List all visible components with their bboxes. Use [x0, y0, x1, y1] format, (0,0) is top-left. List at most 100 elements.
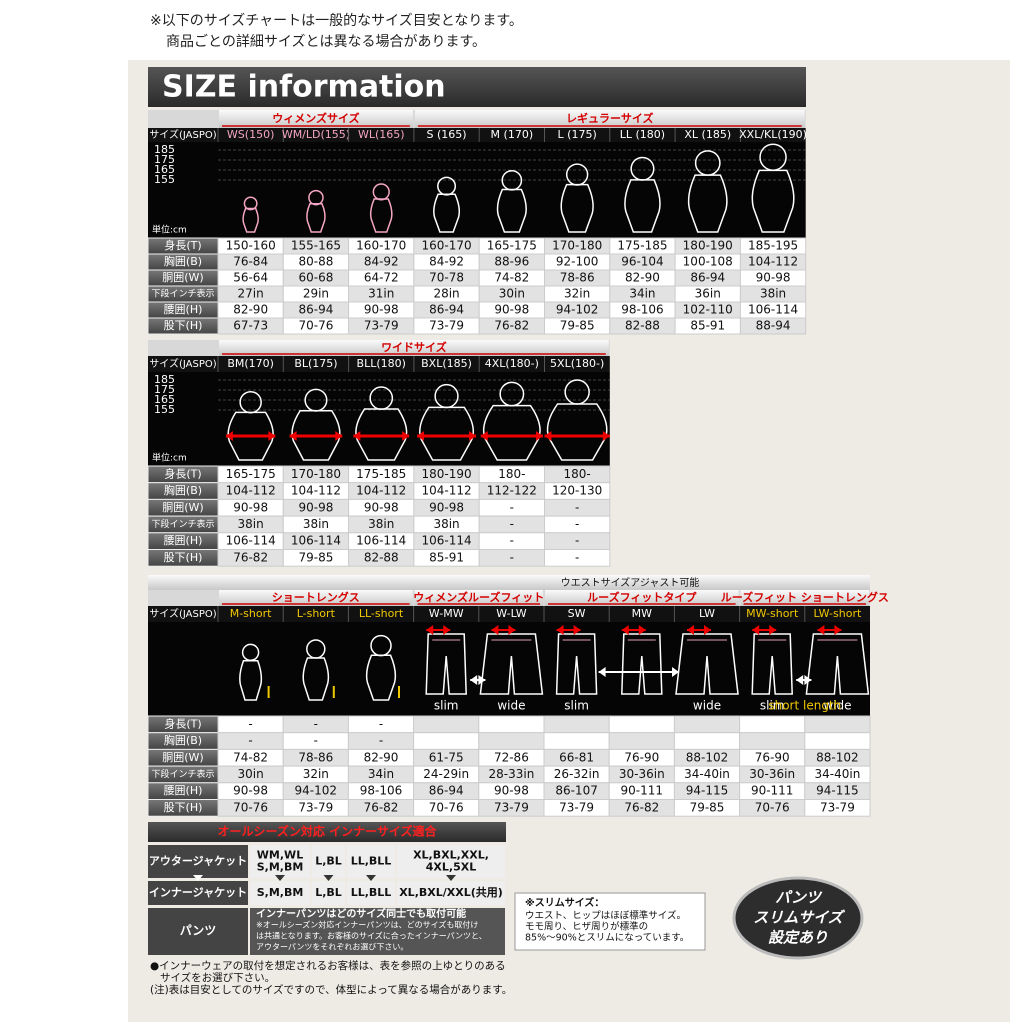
unit-label: 単位:cm [152, 452, 187, 464]
row-label: 股下(H) [164, 319, 203, 332]
cell-value: 175-185 [617, 239, 667, 253]
cell [739, 732, 806, 750]
cell-value: 165-175 [226, 467, 276, 481]
inner-title-bar [148, 822, 506, 842]
inner-value: XL,BXL/XXL(共用) [399, 885, 503, 899]
group-header [414, 590, 543, 606]
image-row [148, 372, 610, 466]
cell [478, 732, 545, 750]
cell-value: 102-110 [683, 303, 733, 317]
inner-cell [250, 845, 310, 878]
inner-cell [347, 881, 395, 905]
size-label: M (170) [491, 128, 534, 141]
arrow-head [417, 431, 477, 441]
cell-value: 76-82 [364, 800, 399, 814]
row-label: 股下(H) [164, 551, 203, 564]
pants-note: インナーパンツはどのサイズ同士でも取付可能 [256, 907, 466, 920]
figure-body [355, 408, 408, 461]
row-label: 身長(T) [164, 466, 201, 480]
cell-value: - [575, 500, 579, 514]
image-label: wide [693, 699, 721, 713]
arrow-head [480, 431, 543, 441]
cell-value: 73-79 [298, 800, 333, 814]
figure-body [433, 193, 461, 233]
cell [739, 317, 807, 335]
inner-value: LL,BLL [351, 855, 392, 868]
size-label: W-MW [429, 607, 464, 620]
note-bar [148, 575, 870, 590]
slim-line: 85%〜90%とスリムになっています。 [525, 933, 689, 944]
row-label: 股下(H) [164, 801, 203, 814]
row-label: 胸囲(B) [164, 733, 202, 747]
cell-value: 165-175 [487, 239, 537, 253]
cell-value: 155-165 [291, 239, 341, 253]
cell-value: 38in [433, 517, 459, 531]
cell-value: 88-102 [686, 750, 729, 764]
inner-value: L,BL [315, 886, 342, 899]
cell-value: 34in [368, 767, 394, 781]
cell-value: 76-82 [233, 550, 268, 564]
cell-value: 88-94 [756, 319, 791, 333]
size-label: MW-short [746, 607, 799, 620]
figure-body [369, 198, 393, 233]
size-label: LW [699, 607, 715, 620]
cell-value: 84-92 [364, 255, 399, 269]
cell [543, 715, 610, 734]
cell [413, 732, 480, 750]
slim-line: ウエスト、ヒップはほぼ標準サイズ。 [525, 910, 686, 922]
figure-body [242, 207, 259, 233]
arrow-head [796, 675, 812, 685]
cell-value: 82-88 [625, 319, 660, 333]
cell-value: 86-94 [429, 303, 464, 317]
cell-value: 29in [303, 287, 329, 301]
figure-body [306, 202, 326, 233]
row-label: 腰囲(H) [164, 534, 203, 547]
arrow-head [817, 625, 842, 635]
figure-body [365, 654, 397, 701]
cell-value: 70-76 [429, 800, 464, 814]
cell [608, 732, 675, 750]
group-label: ウィメンズルーズフィット [413, 590, 544, 604]
scale-label: 175 [154, 153, 175, 166]
pants-label: パンツ [180, 924, 217, 938]
cell-value: 27in [238, 287, 264, 301]
size-label: LW-short [814, 607, 862, 620]
row-label: 胴囲(W) [162, 271, 203, 284]
size-label: W-LW [496, 607, 527, 620]
row-label: 胴囲(W) [162, 751, 203, 764]
image-label: wide [823, 699, 851, 713]
size-label: M-short [230, 607, 272, 620]
inner-value: WM,WL [257, 849, 303, 862]
cell-value: 73-79 [429, 319, 464, 333]
size-row [148, 128, 806, 142]
scale-label: 185 [154, 143, 175, 156]
size-label: 5XL(180-) [550, 357, 604, 370]
size-row [148, 606, 870, 622]
cell [478, 715, 545, 734]
pants-note: は共通となります。お客様のサイズに合ったインナーパンツと、 [256, 931, 487, 941]
figure-head [308, 189, 324, 206]
cell-value: 34in [629, 287, 655, 301]
size-label: L (175) [558, 128, 597, 141]
size-label: XXL/KL(190) [739, 128, 807, 141]
size-label: L-short [297, 607, 336, 620]
cell-value: 74-82 [494, 271, 529, 285]
cell-value: 90-98 [494, 303, 529, 317]
cell-value: - [248, 734, 252, 748]
cell-value: - [575, 534, 579, 548]
row-label: 身長(T) [164, 716, 201, 730]
figure-body [239, 660, 263, 701]
size-label: MW [632, 607, 652, 620]
cell-value: 56-64 [233, 271, 268, 285]
row-label: 胸囲(B) [164, 254, 202, 268]
cell-value: 30in [237, 767, 263, 781]
table-note: ウエストサイズアジャスト可能 [561, 576, 700, 589]
size-label: BL(175) [294, 357, 337, 370]
inner-label: インナージャケット [149, 886, 247, 899]
image-caption: short length [768, 699, 841, 713]
title: SIZE information [162, 70, 446, 105]
size-label: WS(150) [227, 128, 274, 141]
cell-value: - [510, 534, 514, 548]
cell-value: 85-91 [690, 319, 725, 333]
